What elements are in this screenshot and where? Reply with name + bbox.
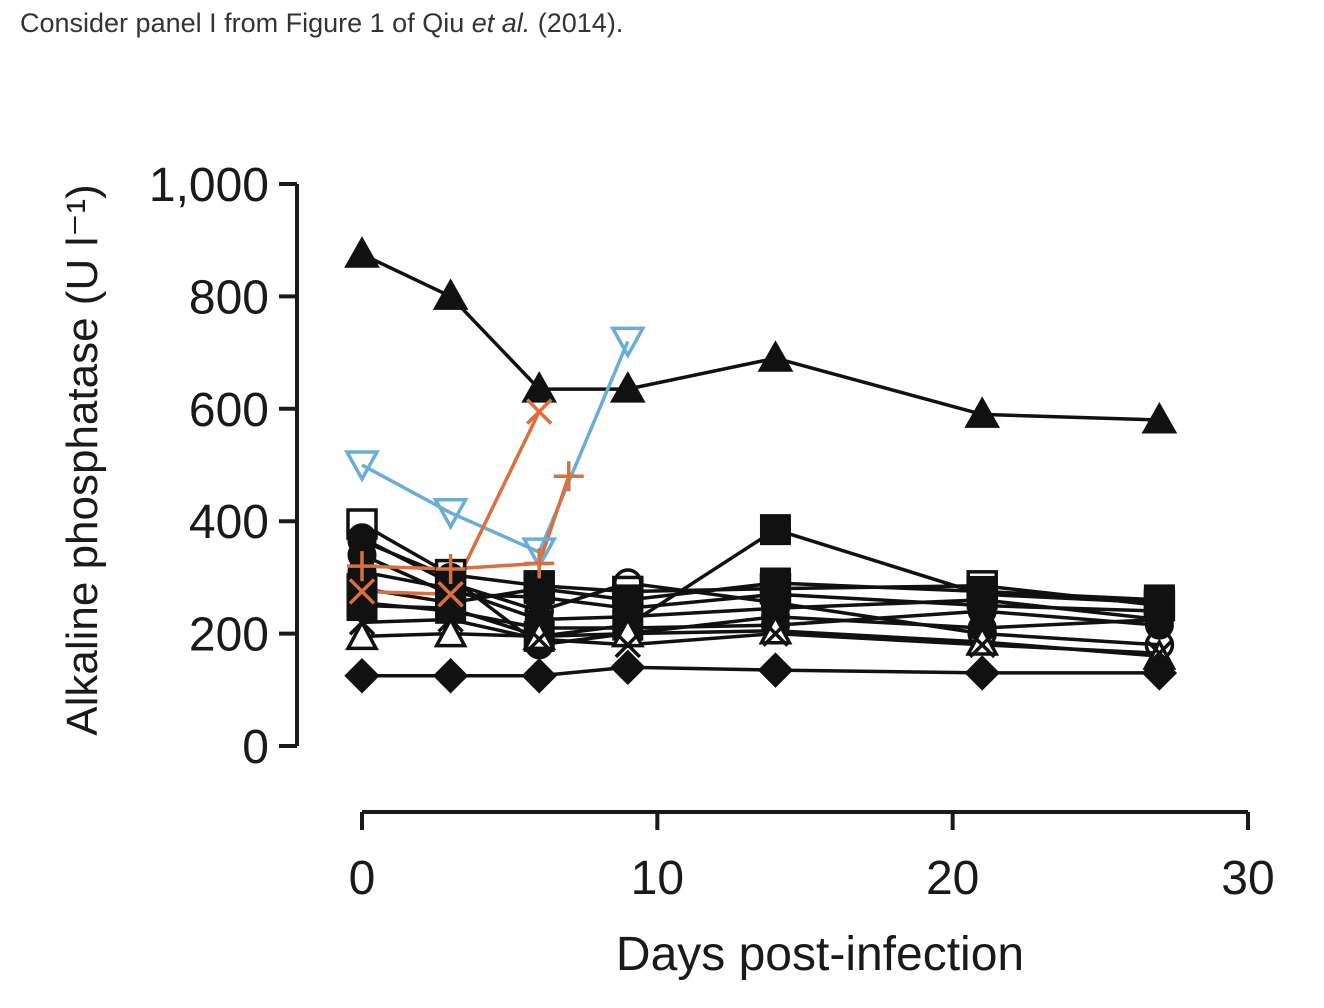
data-point bbox=[964, 396, 1001, 428]
data-point bbox=[435, 553, 466, 584]
data-point bbox=[609, 371, 646, 403]
data-point bbox=[524, 548, 555, 579]
data-point bbox=[344, 236, 380, 268]
data-point bbox=[521, 658, 557, 694]
x-axis: 0 10 20 30 bbox=[349, 810, 1275, 905]
data-point bbox=[759, 567, 791, 599]
data-point bbox=[757, 340, 794, 372]
data-point bbox=[347, 551, 377, 582]
y-tick-label: 400 bbox=[189, 496, 269, 549]
series-line bbox=[361, 252, 1160, 422]
data-point bbox=[610, 649, 646, 686]
data-point bbox=[965, 624, 1000, 656]
data-point bbox=[1141, 402, 1178, 434]
data-point bbox=[521, 537, 558, 570]
series-marker-group bbox=[344, 326, 646, 570]
data-point bbox=[347, 523, 377, 553]
data-point bbox=[1143, 584, 1175, 616]
data-point bbox=[612, 584, 644, 616]
x-axis-label: Days post-infection bbox=[616, 928, 1024, 981]
data-point bbox=[348, 609, 376, 636]
series-lines bbox=[361, 252, 1160, 678]
series-marker-group bbox=[344, 236, 1178, 434]
y-tick-label: 0 bbox=[242, 721, 269, 774]
data-point bbox=[614, 631, 642, 659]
series-marker-group bbox=[344, 649, 1178, 694]
y-axis: 0 200 400 600 800 1,000 bbox=[149, 159, 299, 774]
x-tick-label: 0 bbox=[349, 852, 376, 905]
series-line bbox=[361, 475, 571, 571]
data-point bbox=[1141, 655, 1178, 691]
data-point bbox=[433, 615, 468, 648]
data-point bbox=[432, 498, 469, 531]
series-marker-group bbox=[348, 398, 553, 608]
data-point bbox=[523, 573, 555, 605]
data-point bbox=[609, 326, 646, 359]
x-tick-label: 30 bbox=[1221, 852, 1274, 905]
data-point bbox=[432, 278, 469, 310]
data-point bbox=[344, 450, 380, 483]
series-marker-group bbox=[348, 606, 1173, 667]
series-line bbox=[361, 340, 630, 554]
data-point bbox=[757, 652, 794, 688]
x-tick-label: 10 bbox=[631, 852, 684, 905]
caption-italic: et al. bbox=[471, 8, 531, 38]
x-tick-label: 20 bbox=[926, 852, 979, 905]
y-axis-label: Alkaline phosphatase (U l⁻¹) bbox=[58, 184, 107, 735]
data-point bbox=[347, 588, 377, 618]
data-point bbox=[1146, 640, 1173, 667]
data-point bbox=[964, 655, 1000, 691]
y-tick-label: 600 bbox=[189, 384, 269, 437]
y-tick-label: 1,000 bbox=[149, 159, 269, 212]
data-point bbox=[762, 620, 789, 647]
data-point bbox=[525, 625, 553, 653]
caption-prefix: Consider panel I from Figure 1 of Qiu bbox=[20, 8, 472, 38]
data-point bbox=[437, 606, 464, 633]
y-tick-label: 800 bbox=[189, 271, 269, 324]
data-point bbox=[967, 596, 997, 626]
data-point bbox=[345, 618, 379, 651]
caption-suffix: (2014). bbox=[530, 8, 624, 38]
data-point bbox=[525, 398, 553, 425]
data-point bbox=[432, 658, 469, 694]
data-point bbox=[968, 631, 996, 659]
data-point bbox=[758, 613, 793, 645]
y-tick-label: 200 bbox=[189, 609, 269, 662]
series-markers bbox=[344, 236, 1178, 694]
data-point bbox=[759, 514, 791, 546]
data-point bbox=[553, 461, 584, 492]
data-point bbox=[1144, 610, 1174, 640]
series-marker-group bbox=[347, 461, 584, 584]
data-point bbox=[521, 371, 558, 403]
data-point bbox=[522, 618, 557, 651]
data-point bbox=[437, 581, 464, 608]
data-point bbox=[344, 658, 380, 694]
data-point bbox=[348, 578, 376, 605]
question-caption: Consider panel I from Figure 1 of Qiu et… bbox=[20, 8, 623, 39]
